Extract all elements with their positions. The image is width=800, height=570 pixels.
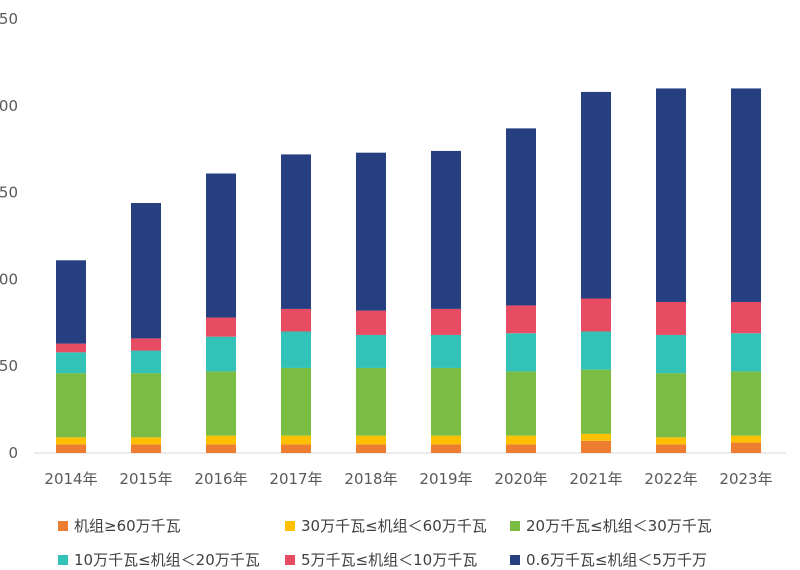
bar-segment — [281, 331, 311, 368]
bar-segment — [356, 435, 386, 445]
bar-segment — [506, 371, 536, 436]
legend-swatch — [58, 520, 68, 531]
x-tick-label: 2017年 — [269, 470, 322, 488]
x-tick-label: 2023年 — [719, 470, 772, 488]
y-tick-label: 0 — [8, 444, 18, 462]
stacked-bar-chart: 0 50 100 150 200 250 2014年 2015年 2016年 2017年 2018… — [0, 10, 786, 488]
bar-segment — [581, 298, 611, 332]
bar-segment — [206, 317, 236, 337]
bar-segment — [281, 367, 311, 436]
bar-segment — [356, 367, 386, 436]
legend-swatch — [58, 554, 68, 565]
legend-swatch — [285, 554, 295, 565]
bar-segment — [656, 437, 686, 445]
bar-segment — [281, 444, 311, 453]
legend-label: 机组≥60万千瓦 — [74, 517, 181, 535]
y-tick-label: 50 — [0, 357, 18, 375]
y-tick-label: 100 — [0, 270, 18, 288]
legend-item: 20万千瓦≤机组＜30万千瓦 — [510, 515, 712, 536]
legend-item: 机组≥60万千瓦 — [58, 515, 181, 536]
bar-segment — [656, 334, 686, 374]
legend-label: 0.6万千瓦≤机组＜5万千万 — [526, 551, 707, 569]
legend-swatch — [510, 520, 520, 531]
bar-segment — [656, 301, 686, 335]
bar-segment — [506, 444, 536, 453]
bar-segment — [431, 150, 461, 309]
bar-segment — [281, 435, 311, 445]
y-tick-label: 150 — [0, 184, 18, 202]
bar-segment — [131, 203, 161, 339]
x-tick-label: 2016年 — [194, 470, 247, 488]
x-tick-label: 2015年 — [119, 470, 172, 488]
bar-segment — [56, 352, 86, 374]
bar-segment — [431, 435, 461, 445]
bar-segment — [356, 310, 386, 335]
bar-segment — [731, 88, 761, 302]
legend-item: 5万千瓦≤机组＜10万千瓦 — [285, 549, 477, 570]
bar-segment — [131, 437, 161, 445]
bar-segment — [581, 91, 611, 299]
x-tick-label: 2021年 — [569, 470, 622, 488]
bar-segment — [731, 435, 761, 443]
bar-segment — [131, 444, 161, 453]
bar-segment — [206, 371, 236, 436]
bar-segment — [206, 444, 236, 453]
bar-segment — [506, 435, 536, 445]
bar-segment — [506, 333, 536, 372]
x-tick-label: 2019年 — [419, 470, 472, 488]
legend-label: 30万千瓦≤机组＜60万千瓦 — [301, 517, 487, 535]
legend-item: 10万千瓦≤机组＜20万千瓦 — [58, 549, 260, 570]
x-tick-label: 2018年 — [344, 470, 397, 488]
bar-segment — [431, 334, 461, 368]
x-axis: 2014年 2015年 2016年 2017年 2018年 2019年 2020年 2021年… — [44, 470, 772, 488]
legend-label: 10万千瓦≤机组＜20万千瓦 — [74, 551, 260, 569]
bar-segment — [206, 173, 236, 318]
bar-segment — [731, 333, 761, 372]
y-axis: 0 50 100 150 200 250 — [0, 10, 18, 462]
bar-segment — [356, 334, 386, 368]
bar-segment — [506, 305, 536, 334]
y-tick-label: 250 — [0, 10, 18, 28]
bar-segment — [356, 444, 386, 453]
bar-segment — [131, 373, 161, 438]
legend-swatch — [510, 554, 520, 565]
bar-segment — [656, 373, 686, 438]
bar-segment — [656, 88, 686, 302]
bar-segment — [731, 442, 761, 453]
bar-segment — [581, 369, 611, 434]
legend-swatch — [285, 520, 295, 531]
bar-segment — [56, 437, 86, 445]
bar-segment — [56, 343, 86, 353]
bar-segment — [431, 308, 461, 335]
bar-segment — [581, 440, 611, 453]
bar-segment — [506, 128, 536, 306]
legend-label: 20万千瓦≤机组＜30万千瓦 — [526, 517, 712, 535]
x-tick-label: 2014年 — [44, 470, 97, 488]
y-tick-label: 200 — [0, 97, 18, 115]
bar-segment — [431, 444, 461, 453]
bar-segment — [56, 444, 86, 453]
x-tick-label: 2020年 — [494, 470, 547, 488]
bar-segment — [56, 260, 86, 344]
bar-segment — [206, 435, 236, 445]
legend-item: 0.6万千瓦≤机组＜5万千万 — [510, 549, 707, 570]
bar-segment — [281, 154, 311, 309]
bar-segment — [356, 152, 386, 311]
bar-segment — [581, 433, 611, 441]
legend-label: 5万千瓦≤机组＜10万千瓦 — [301, 551, 478, 569]
bar-segment — [656, 444, 686, 453]
bar-segment — [131, 338, 161, 351]
bar-segment — [731, 371, 761, 436]
bar-segment — [131, 350, 161, 374]
bar-segment — [581, 331, 611, 370]
legend-item: 30万千瓦≤机组＜60万千瓦 — [285, 515, 487, 536]
bar-segment — [206, 336, 236, 372]
bar-segment — [431, 367, 461, 436]
bar-segment — [281, 308, 311, 332]
bar-segment — [56, 373, 86, 438]
bar-segment — [731, 301, 761, 334]
legend: 机组≥60万千瓦 30万千瓦≤机组＜60万千瓦 20万千瓦≤机组＜30万千瓦 10万千… — [0, 505, 800, 570]
x-tick-label: 2022年 — [644, 470, 697, 488]
bars — [56, 88, 761, 453]
